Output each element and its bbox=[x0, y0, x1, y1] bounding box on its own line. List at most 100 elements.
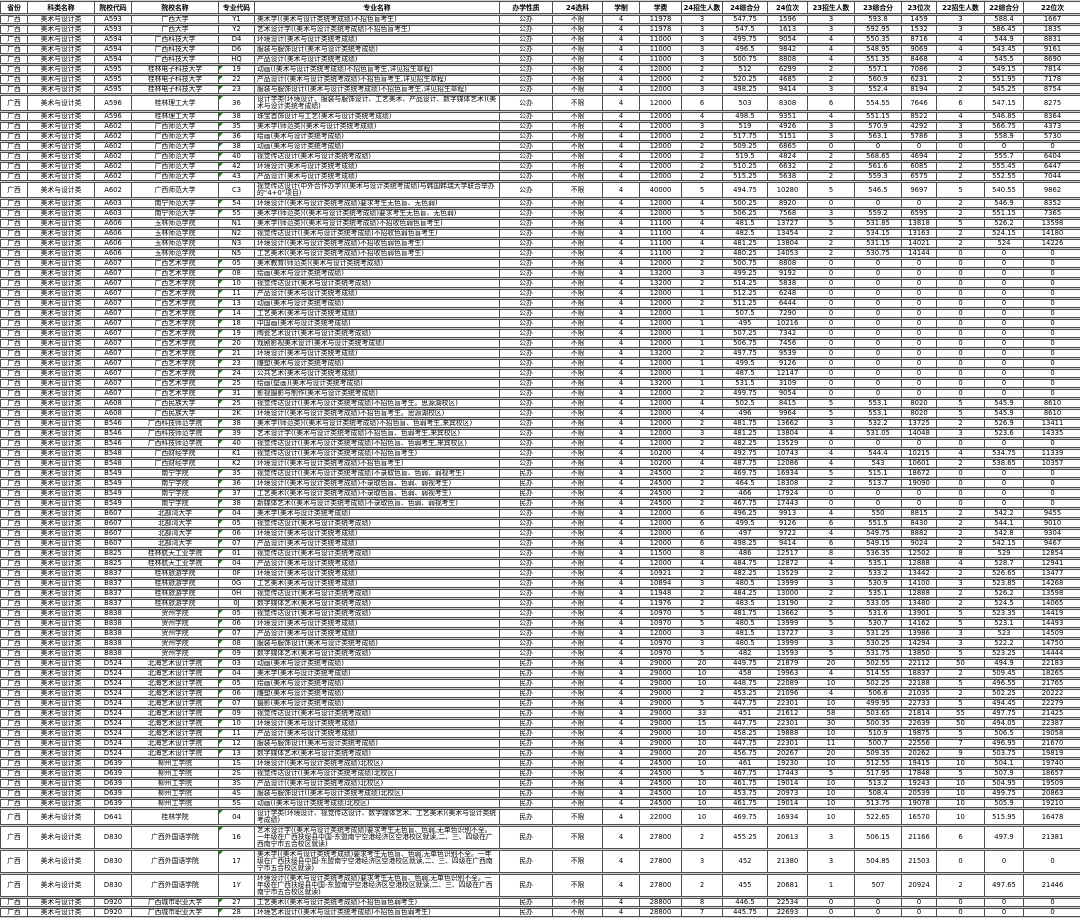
cell-score23: 504.85 bbox=[855, 850, 902, 873]
cell-school-code: D524 bbox=[95, 749, 132, 758]
cell-n24: 2 bbox=[682, 499, 723, 508]
table-row: 广西 美术与设计类 A607 广西艺术学院 13 动画(美术与设计类统考成绩) 公办 不限 4 1… bbox=[0, 299, 1080, 308]
cell-n24: 1 bbox=[682, 309, 723, 318]
cell-tuition: 12000 bbox=[640, 439, 682, 448]
cell-rank24: 4824 bbox=[768, 152, 808, 161]
cell-major-name: 新媒体艺术((美术与设计类统考成绩)不录取色盲、色弱、弱视考生) bbox=[255, 499, 500, 508]
cell-score22: 0 bbox=[985, 319, 1024, 328]
cell-score23: 0 bbox=[855, 908, 902, 917]
cell-score23: 500.35 bbox=[855, 719, 902, 728]
cell-subject-req: 不限 bbox=[553, 289, 603, 298]
cell-rank23: 14294 bbox=[902, 639, 937, 648]
cell-rank24: 10280 bbox=[768, 182, 808, 198]
cell-tuition: 12000 bbox=[640, 359, 682, 368]
cell-rank22: 21446 bbox=[1024, 874, 1080, 897]
cell-n24: 2 bbox=[682, 599, 723, 608]
cell-score23: 561.6 bbox=[855, 162, 902, 171]
cell-subject-req: 不限 bbox=[553, 479, 603, 488]
cell-province: 广西 bbox=[0, 85, 28, 94]
cell-n23: 0 bbox=[808, 259, 855, 268]
cell-subject-req: 不限 bbox=[553, 489, 603, 498]
cell-school-code: B546 bbox=[95, 429, 132, 438]
cell-n22: 5 bbox=[937, 699, 985, 708]
cell-rank24: 8415 bbox=[768, 399, 808, 408]
cell-province: 广西 bbox=[0, 269, 28, 278]
table-row: 广西 美术与设计类 D524 北海艺术设计学院 07 摄影(美术与设计类统考成绩) 民办 不限… bbox=[0, 699, 1080, 708]
cell-subject-req: 不限 bbox=[553, 209, 603, 218]
cell-years: 4 bbox=[603, 908, 640, 917]
cell-n24: 5 bbox=[682, 699, 723, 708]
cell-score22: 547.15 bbox=[985, 95, 1024, 111]
cell-score24: 547.75 bbox=[723, 15, 768, 24]
cell-score23: 546.5 bbox=[855, 182, 902, 198]
cell-rank22: 8754 bbox=[1024, 85, 1080, 94]
cell-n23: 3 bbox=[808, 132, 855, 141]
cell-category: 美术与设计类 bbox=[28, 759, 95, 768]
cell-n23: 3 bbox=[808, 15, 855, 24]
cell-major-code: 35 bbox=[219, 122, 255, 131]
cell-tuition: 12000 bbox=[640, 299, 682, 308]
cell-major-name: 服装与服饰设计(美术与设计类统考成绩) bbox=[255, 639, 500, 648]
cell-tuition: 12000 bbox=[640, 65, 682, 74]
cell-n24: 3 bbox=[682, 629, 723, 638]
cell-school-code: A607 bbox=[95, 369, 132, 378]
cell-school-code: B549 bbox=[95, 469, 132, 478]
cell-n23: 5 bbox=[808, 469, 855, 478]
cell-province: 广西 bbox=[0, 499, 28, 508]
cell-years: 4 bbox=[603, 579, 640, 588]
cell-province: 广西 bbox=[0, 850, 28, 873]
cell-category: 美术与设计类 bbox=[28, 152, 95, 161]
cell-n22: 7 bbox=[937, 739, 985, 748]
cell-school-type: 公办 bbox=[500, 309, 553, 318]
cell-category: 美术与设计类 bbox=[28, 619, 95, 628]
green-triangle-icon bbox=[219, 700, 223, 704]
cell-major-code: 04 bbox=[219, 509, 255, 518]
cell-years: 4 bbox=[603, 719, 640, 728]
cell-score22: 0 bbox=[985, 369, 1024, 378]
cell-major-name: 数字媒体艺术(美术与设计类统考成绩) bbox=[255, 599, 500, 608]
cell-tuition: 10921 bbox=[640, 569, 682, 578]
cell-years: 4 bbox=[603, 509, 640, 518]
cell-category: 美术与设计类 bbox=[28, 389, 95, 398]
cell-school-code: D641 bbox=[95, 809, 132, 825]
table-row: 广西 美术与设计类 D524 北海艺术设计学院 12 服装与服饰设计(美术与设计类统考成绩… bbox=[0, 739, 1080, 748]
cell-rank24: 6299 bbox=[768, 65, 808, 74]
cell-school-name: 柳州工学院 bbox=[132, 789, 219, 798]
cell-n24: 5 bbox=[682, 769, 723, 778]
cell-score23: 0 bbox=[855, 329, 902, 338]
cell-school-name: 玉林师范学院 bbox=[132, 249, 219, 258]
cell-school-type: 公办 bbox=[500, 649, 553, 658]
cell-rank22: 7044 bbox=[1024, 172, 1080, 181]
cell-school-code: B549 bbox=[95, 479, 132, 488]
cell-major-code: 36 bbox=[219, 132, 255, 141]
cell-subject-req: 不限 bbox=[553, 699, 603, 708]
cell-score23: 536.35 bbox=[855, 549, 902, 558]
cell-school-type: 公办 bbox=[500, 25, 553, 34]
cell-n22: 0 bbox=[937, 289, 985, 298]
cell-rank24: 13727 bbox=[768, 219, 808, 228]
cell-school-name: 柳州工学院 bbox=[132, 799, 219, 808]
cell-score23: 535.1 bbox=[855, 589, 902, 598]
table-row: 广西 美术与设计类 D920 广西城市职业大学 28 环境艺术设计((美术与设计类统考成绩… bbox=[0, 908, 1080, 917]
cell-rank22: 0 bbox=[1024, 249, 1080, 258]
cell-years: 4 bbox=[603, 569, 640, 578]
green-triangle-icon bbox=[219, 560, 223, 564]
cell-n24: 2 bbox=[682, 489, 723, 498]
cell-rank23: 14162 bbox=[902, 619, 937, 628]
table-row: 广西 美术与设计类 A607 广西艺术学院 11 产品设计(美术与设计类统考成绩) 公办 不限… bbox=[0, 289, 1080, 298]
cell-rank24: 3109 bbox=[768, 379, 808, 388]
cell-years: 4 bbox=[603, 649, 640, 658]
cell-score24: 517.75 bbox=[723, 132, 768, 141]
cell-years: 4 bbox=[603, 419, 640, 428]
cell-n24: 10 bbox=[682, 679, 723, 688]
cell-n24: 4 bbox=[682, 399, 723, 408]
cell-rank23: 13986 bbox=[902, 629, 937, 638]
cell-major-name: 视觉传达设计(美术与设计类统考成绩) bbox=[255, 152, 500, 161]
cell-years: 4 bbox=[603, 209, 640, 218]
cell-rank22: 11339 bbox=[1024, 449, 1080, 458]
table-row: 广西 美术与设计类 B549 南宁学院 36 环境设计((美术与设计类统考成绩)不录取色盲… bbox=[0, 479, 1080, 488]
cell-tuition: 12000 bbox=[640, 339, 682, 348]
cell-school-code: A607 bbox=[95, 269, 132, 278]
cell-subject-req: 不限 bbox=[553, 569, 603, 578]
cell-years: 4 bbox=[603, 409, 640, 418]
